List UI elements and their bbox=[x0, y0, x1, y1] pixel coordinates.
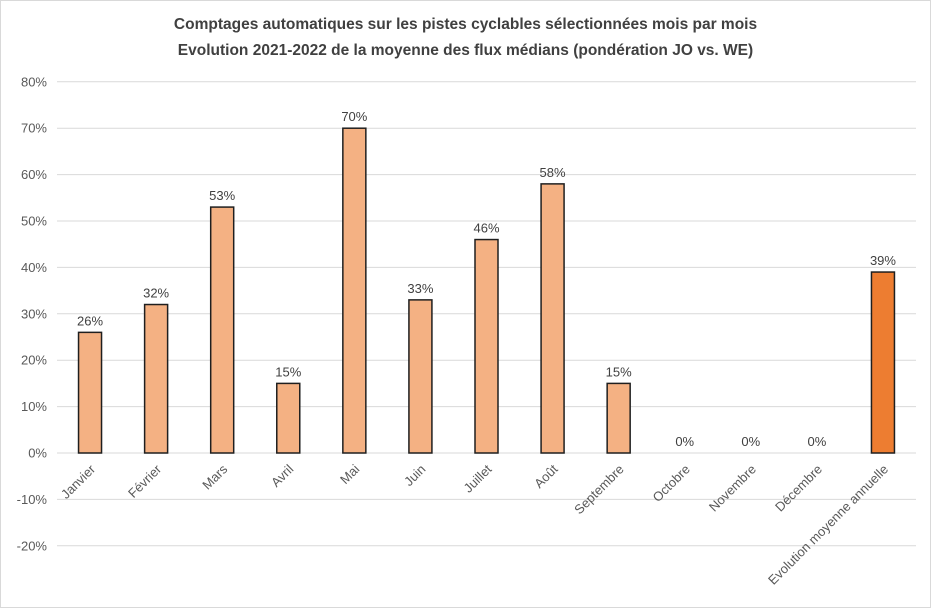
bar-août bbox=[540, 183, 565, 454]
bar-value-label: 53% bbox=[209, 188, 235, 203]
y-axis-tick-label: 80% bbox=[21, 74, 47, 89]
x-axis-label-mars: Mars bbox=[199, 461, 230, 492]
y-axis-tick-label: -20% bbox=[17, 538, 48, 553]
y-axis-tick-label: 20% bbox=[21, 353, 47, 368]
y-axis-tick-label: 50% bbox=[21, 214, 47, 229]
bar-juin bbox=[408, 299, 433, 454]
x-axis-label-octobre: Octobre bbox=[650, 462, 693, 505]
bar-value-label: 33% bbox=[407, 281, 433, 296]
bar-value-label: 15% bbox=[275, 364, 301, 379]
bar-septembre bbox=[606, 382, 631, 454]
x-axis-label-novembre: Novembre bbox=[706, 462, 759, 515]
chart-title: Comptages automatiques sur les pistes cy… bbox=[1, 12, 930, 64]
bar-mars bbox=[209, 206, 235, 454]
x-axis-label-evolution-moyenne-annuelle: Evolution moyenne annuelle bbox=[765, 462, 891, 588]
x-axis-label-janvier: Janvier bbox=[58, 461, 99, 502]
bar-value-label: 26% bbox=[77, 313, 103, 328]
y-axis-tick-label: 70% bbox=[21, 121, 47, 136]
y-axis-tick-label: -10% bbox=[17, 492, 48, 507]
y-axis-tick-label: 0% bbox=[28, 446, 47, 461]
x-axis-label-août: Août bbox=[531, 461, 561, 491]
bar-value-label: 15% bbox=[606, 364, 632, 379]
bar-avril bbox=[276, 382, 301, 454]
bar-juillet bbox=[474, 238, 499, 454]
bar-value-label: 39% bbox=[870, 253, 896, 268]
bar-value-label: 0% bbox=[741, 434, 760, 449]
bar-value-label: 58% bbox=[540, 165, 566, 180]
x-axis-label-mai: Mai bbox=[337, 461, 362, 486]
bar-value-label: 46% bbox=[473, 221, 499, 236]
bar-février bbox=[143, 303, 169, 454]
bar-evolution-moyenne-annuelle bbox=[870, 271, 896, 454]
x-axis-label-juillet: Juillet bbox=[461, 461, 495, 495]
bar-janvier bbox=[77, 331, 103, 454]
y-axis-tick-label: 10% bbox=[21, 399, 47, 414]
bar-value-label: 0% bbox=[807, 434, 826, 449]
bar-value-label: 0% bbox=[675, 434, 694, 449]
x-axis-label-avril: Avril bbox=[268, 461, 296, 489]
chart-title-line-1: Comptages automatiques sur les pistes cy… bbox=[173, 16, 758, 33]
bar-mai bbox=[342, 127, 367, 454]
bar-value-label: 32% bbox=[143, 286, 169, 301]
y-axis-tick-label: 30% bbox=[21, 306, 47, 321]
y-axis-tick-label: 40% bbox=[21, 260, 47, 275]
chart-title-line-2: Evolution 2021-2022 de la moyenne des fl… bbox=[177, 42, 754, 59]
y-axis-tick-label: 60% bbox=[21, 167, 47, 182]
x-axis-label-décembre: Décembre bbox=[772, 462, 825, 515]
x-axis-label-septembre: Septembre bbox=[571, 462, 627, 518]
bar-value-label: 70% bbox=[341, 109, 367, 124]
x-axis-label-février: Février bbox=[125, 461, 165, 501]
x-axis-label-juin: Juin bbox=[401, 462, 428, 489]
